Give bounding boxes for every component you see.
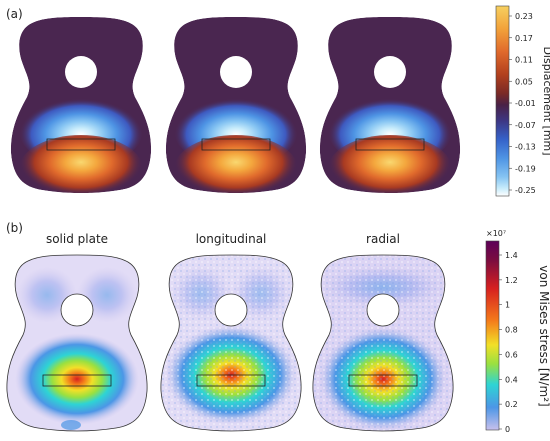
displacement-colorbar-tick-label: 0.11 [515, 56, 533, 65]
title-radial: radial [366, 232, 400, 246]
stress-plot-solid-plate [6, 254, 148, 432]
stress-colorbar-tick-label: 0 [505, 425, 510, 434]
stress-colorbar: ×10⁷ 1.4 1.2 1 0.8 0.6 0.4 0.2 0 von Mises stre… [485, 229, 550, 434]
stress-plot-longitudinal [160, 254, 302, 432]
stress-colorbar-ticks: 1.4 1.2 1 0.8 0.6 0.4 0.2 0 [499, 251, 518, 434]
stress-colorbar-tick-label: 0.6 [505, 350, 518, 359]
panel-b-label: (b) [6, 221, 23, 235]
stress-colorbar-tick-label: 0.8 [505, 326, 518, 335]
displacement-colorbar: 0.23 0.17 0.11 0.05 -0.01 -0.07 -0.13 -0.19 -0.2… [495, 5, 550, 197]
displacement-colorbar-tick-label: 0.17 [515, 34, 533, 43]
displacement-colorbar-tick-label: -0.07 [515, 121, 536, 130]
panel-a-label: (a) [6, 7, 23, 21]
stress-colorbar-tick-label: 1.4 [505, 251, 518, 260]
stress-colorbar-tick-label: 0.2 [505, 400, 518, 409]
displacement-colorbar-tick-label: 0.23 [515, 12, 533, 21]
title-longitudinal: longitudinal [196, 232, 267, 246]
stress-colorbar-tick-label: 1.2 [505, 276, 518, 285]
stress-colorbar-title: von Mises stress [N/m²] [537, 265, 550, 406]
displacement-colorbar-title: Displacement [mm] [541, 46, 550, 155]
displacement-colorbar-tick-label: -0.25 [515, 186, 536, 195]
stress-colorbar-tick-label: 0.4 [505, 375, 518, 384]
stress-plot-radial [312, 254, 454, 432]
displacement-colorbar-tick-label: 0.05 [515, 77, 533, 86]
displacement-plot-radial [320, 17, 460, 203]
stress-colorbar-exponent: ×10⁷ [486, 229, 506, 238]
displacement-colorbar-tick-label: -0.01 [515, 99, 536, 108]
title-solid-plate: solid plate [46, 232, 108, 246]
displacement-colorbar-ticks: 0.23 0.17 0.11 0.05 -0.01 -0.07 -0.13 -0.19 -0.2… [509, 12, 536, 195]
displacement-colorbar-tick-label: -0.19 [515, 164, 536, 173]
displacement-plot-longitudinal [166, 17, 306, 203]
displacement-plot-solid-plate [11, 17, 151, 203]
displacement-colorbar-tick-label: -0.13 [515, 143, 536, 152]
stress-colorbar-tick-label: 1 [505, 301, 510, 310]
